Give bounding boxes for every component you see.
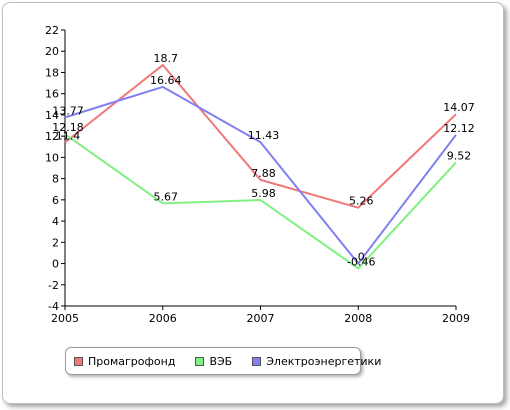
legend-swatch-electroenergetiki [252,356,262,366]
series-line-promagrofond [64,64,457,209]
data-label-veb: 5.67 [154,190,179,203]
x-tick-label: 2009 [442,312,470,325]
data-label-promagrofond: 7.88 [251,167,276,180]
legend-item-electroenergetiki: Электроэнергетики [252,355,381,368]
y-tick-label: 10 [45,151,59,164]
legend-item-promagrofond: Промагрофонд [74,355,175,368]
legend-label-promagrofond: Промагрофонд [88,354,176,368]
y-tick-label: 16 [45,88,59,101]
x-tick-label: 2007 [247,312,275,325]
legend-label-veb: ВЭБ [209,354,233,368]
y-tick-label: 8 [52,173,59,186]
y-tick-label: 18 [45,66,59,79]
y-tick-label: 0 [52,258,59,271]
y-tick-label: 20 [45,45,59,58]
legend-swatch-promagrofond [74,356,83,366]
data-label-promagrofond: 11.4 [56,130,81,143]
y-tick-label: 12 [45,130,59,143]
data-label-veb: 5.98 [251,187,276,200]
legend-label-electroenergetiki: Электроэнергетики [266,354,382,368]
y-tick-label: 2 [52,236,59,249]
chart-frame: -4 -2 0 2 4 6 8 10 12 14 16 18 20 22 2005 2006 2007 2008 2… [2,2,504,404]
series-line-electroenergetiki [64,85,457,265]
y-tick-label: 22 [45,24,59,37]
data-label-promagrofond: 5.26 [349,195,374,208]
chart-legend: Промагрофонд ВЭБ Электроэнергетики [65,347,381,375]
data-label-veb: -0.46 [347,255,375,268]
data-label-veb: 9.52 [447,149,472,162]
data-label-electroenergetiki: 11.43 [248,129,280,142]
chart-lines [64,64,457,270]
y-tick-label: 6 [52,194,59,207]
x-tick-label: 2008 [344,312,372,325]
data-label-electroenergetiki: 13.77 [52,104,84,117]
chart-data-labels: 11.4 18.7 7.88 5.26 14.07 12.18 5.67 5.98 -0.46 9… [52,52,475,268]
y-tick-label: -2 [48,279,59,292]
data-label-electroenergetiki: 0 [358,251,365,264]
legend-swatch-veb [195,356,205,366]
x-tick-label: 2006 [149,312,177,325]
data-label-electroenergetiki: 16.64 [150,74,182,87]
y-tick-label: 4 [52,215,59,228]
data-label-promagrofond: 18.7 [154,52,179,65]
data-label-electroenergetiki: 12.12 [443,122,475,135]
x-tick-label: 2005 [51,312,79,325]
data-label-promagrofond: 14.07 [443,101,475,114]
y-tick-label: 14 [45,109,59,122]
legend-item-veb: ВЭБ [195,355,232,368]
series-line-veb [64,133,457,270]
line-chart: -4 -2 0 2 4 6 8 10 12 14 16 18 20 22 2005 2006 2007 2008 2… [45,24,475,325]
y-tick-label: -4 [48,300,59,313]
data-label-veb: 12.18 [52,121,84,134]
chart-axes: -4 -2 0 2 4 6 8 10 12 14 16 18 20 22 2005 2006 2007 2008 2… [45,24,470,325]
